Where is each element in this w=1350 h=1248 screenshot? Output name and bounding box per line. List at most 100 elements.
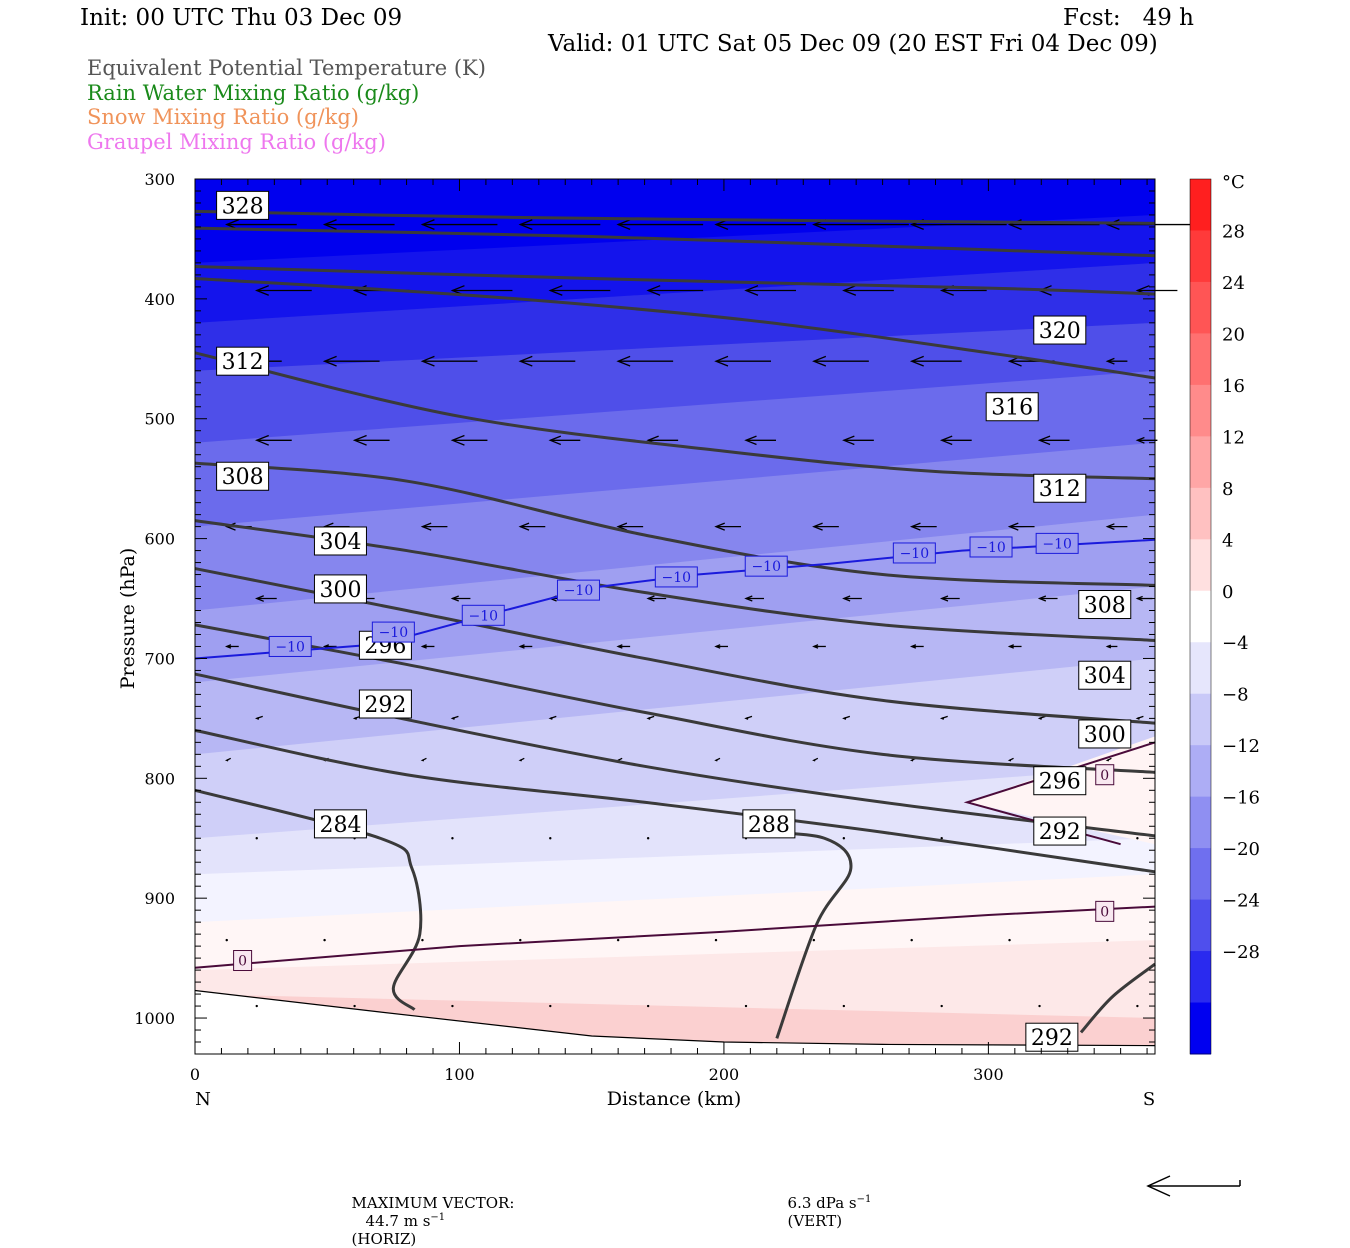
wind-vector-head bbox=[909, 355, 924, 367]
terrain-fill bbox=[195, 990, 1155, 1054]
vert-vector-caption: 6.3 dPa s−1 (VERT) bbox=[778, 1176, 872, 1230]
isotherm-label-box bbox=[744, 555, 788, 577]
wind-vector-head bbox=[518, 219, 533, 230]
x-tick-label: 200 bbox=[709, 1065, 740, 1084]
isotherm-label: −10 bbox=[900, 546, 930, 562]
wind-vector-head bbox=[812, 355, 827, 367]
theta-e-label: 300 bbox=[319, 578, 361, 603]
theta-e-label-box bbox=[1025, 1022, 1079, 1052]
wind-vector bbox=[616, 938, 620, 942]
legend-line: Snow Mixing Ratio (g/kg) bbox=[87, 105, 359, 129]
wind-vector-head bbox=[322, 355, 337, 367]
wind-vector-head bbox=[518, 522, 530, 531]
theta-e-label: 308 bbox=[222, 465, 264, 490]
theta-e-label: 312 bbox=[1039, 477, 1081, 502]
colorbar-segment bbox=[1190, 1002, 1211, 1055]
theta-e-label-box bbox=[216, 346, 270, 376]
wind-vector-head bbox=[1135, 595, 1143, 602]
isotherm-label-box bbox=[556, 579, 600, 601]
colorbar-label: 28 bbox=[1222, 221, 1245, 242]
y-tick-label: 800 bbox=[144, 769, 175, 788]
vert-unit: (VERT) bbox=[787, 1212, 843, 1230]
wind-vector bbox=[842, 1004, 846, 1008]
wind-vector-head bbox=[1007, 644, 1014, 649]
isotherm-label-box bbox=[654, 566, 698, 588]
colorbar-segment bbox=[1190, 333, 1211, 386]
colorbar-label: 4 bbox=[1222, 530, 1233, 551]
wind-vector-head bbox=[744, 435, 757, 446]
wind-vector-head bbox=[322, 219, 337, 230]
y-tick-label: 1000 bbox=[134, 1009, 175, 1028]
theta-e-contour-324 bbox=[194, 265, 1156, 296]
wind-vector bbox=[940, 837, 943, 840]
colorbar-label: 12 bbox=[1222, 427, 1245, 448]
wind-vector bbox=[225, 938, 228, 942]
colorbar-segment bbox=[1190, 179, 1211, 231]
theta-e-label: 300 bbox=[1084, 723, 1126, 748]
wind-vector-head bbox=[842, 285, 857, 296]
colorbar-label: −28 bbox=[1222, 942, 1260, 963]
colorbar-segment bbox=[1190, 745, 1211, 798]
x-tick-label: 300 bbox=[973, 1065, 1004, 1084]
theta-e-contour-288 bbox=[750, 830, 853, 1039]
isotherm-label-box bbox=[371, 621, 415, 643]
horiz-unit: (HORIZ) bbox=[351, 1230, 417, 1248]
vert-max-value: 6.3 dPa s bbox=[787, 1194, 857, 1212]
legend-line: Rain Water Mixing Ratio (g/kg) bbox=[87, 80, 420, 105]
wind-vector-head bbox=[616, 522, 628, 531]
wind-vector-head bbox=[1007, 759, 1012, 762]
wind-vector bbox=[842, 837, 846, 840]
wind-vector-head bbox=[909, 759, 914, 762]
wind-vector bbox=[353, 1004, 356, 1008]
isotherm-label: 0 bbox=[1100, 904, 1109, 920]
isotherm-label-box bbox=[1035, 532, 1079, 554]
colorbar-label: 0 bbox=[1222, 582, 1233, 603]
theta-e-label: 292 bbox=[1039, 820, 1081, 845]
wind-vector-head bbox=[1105, 357, 1115, 365]
theta-e-contour-320 bbox=[194, 226, 1156, 258]
colorbar-segment bbox=[1190, 590, 1211, 643]
theta-e-label-box bbox=[985, 392, 1039, 422]
wind-vector bbox=[714, 938, 718, 942]
wind-vector-head bbox=[224, 759, 229, 762]
isotherm-label-box bbox=[268, 635, 312, 657]
wind-vector-head bbox=[254, 285, 269, 296]
wind-vector bbox=[744, 1004, 748, 1008]
theta-e-label-box bbox=[1033, 816, 1087, 846]
wind-vector bbox=[1106, 938, 1109, 942]
isotherm-label: −10 bbox=[751, 559, 781, 575]
init-label: Init: 00 UTC Thu 03 Dec 09 bbox=[80, 5, 403, 31]
wind-vector-head bbox=[1135, 436, 1145, 444]
colorbar-label: −4 bbox=[1222, 633, 1249, 654]
wind-vector-head bbox=[744, 595, 753, 602]
wind-vector-head bbox=[450, 434, 465, 446]
wind-vector-head bbox=[518, 355, 533, 367]
colorbar-segment bbox=[1190, 230, 1211, 283]
colorbar-frame bbox=[1189, 178, 1212, 1055]
wind-vector-head bbox=[909, 522, 921, 531]
max-vector-caption: MAXIMUM VECTOR: 44.7 m s−1 (HORIZ) bbox=[342, 1176, 515, 1248]
theta-e-label: 304 bbox=[1084, 664, 1126, 689]
wind-vector-head bbox=[1037, 716, 1042, 720]
theta-e-contour-316 bbox=[194, 276, 1156, 380]
legend-line: Equivalent Potential Temperature (K) bbox=[87, 56, 486, 80]
wind-vector bbox=[940, 1004, 943, 1008]
wind-vector-head bbox=[254, 716, 260, 720]
theta-e-label-box bbox=[358, 689, 412, 719]
wind-vector bbox=[451, 837, 454, 840]
north-end-label: N bbox=[195, 1089, 211, 1110]
colorbar-label: 24 bbox=[1222, 273, 1245, 294]
theta-e-contour-296 bbox=[194, 623, 1156, 774]
theta-e-contour-284 bbox=[194, 788, 423, 1011]
isotherm-label: −10 bbox=[662, 570, 692, 586]
wind-vector-head bbox=[518, 644, 525, 649]
reference-vector-arrow-icon bbox=[1146, 1175, 1241, 1197]
wind-vector-head bbox=[352, 434, 367, 446]
wind-vector bbox=[549, 1004, 552, 1008]
y-tick-label: 900 bbox=[144, 889, 175, 908]
wind-vector bbox=[646, 1004, 650, 1008]
wind-vector-head bbox=[939, 595, 949, 602]
theta-e-label-box bbox=[216, 190, 270, 220]
forecast-hour-label: Fcst: 49 h bbox=[1063, 5, 1194, 31]
colorbar-segment bbox=[1190, 281, 1211, 334]
